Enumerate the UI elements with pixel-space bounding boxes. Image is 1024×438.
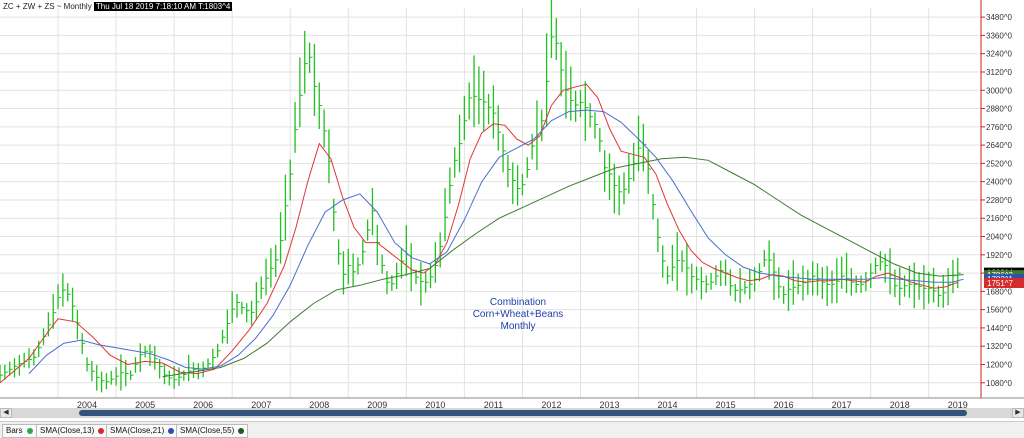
price-label-box	[984, 277, 1024, 288]
chart-canvas: 1080^01200^01320^01440^01560^01680^01800…	[0, 0, 1024, 408]
sma-lines	[0, 83, 964, 384]
y-tick-label: 3120^0	[986, 68, 1013, 77]
y-tick-label: 3480^0	[986, 13, 1013, 22]
y-tick-label: 2280^0	[986, 196, 1013, 205]
y-tick-label: 1560^0	[986, 306, 1013, 315]
y-tick-label: 2880^0	[986, 105, 1013, 114]
y-tick-label: 2400^0	[986, 178, 1013, 187]
chart-axes: 1080^01200^01320^01440^01560^01680^01800…	[0, 0, 1024, 408]
y-tick-label: 3240^0	[986, 50, 1013, 59]
annotation-line-2: Corn+Wheat+Beans	[472, 309, 564, 320]
scroll-left-button[interactable]: ◀	[0, 408, 12, 418]
timestamp-label: Thu Jul 18 2019 7:18:10 AM T:1803^4	[93, 2, 233, 11]
tab-sma13[interactable]: SMA(Close,13)	[36, 424, 109, 438]
x-tick-label: 2013	[599, 400, 619, 408]
tab-sma13-label: SMA(Close,13)	[40, 426, 95, 435]
scroll-right-button[interactable]: ▶	[1012, 408, 1024, 418]
annotation-line-1: Combination	[489, 297, 547, 308]
x-tick-label: 2011	[484, 400, 503, 408]
x-tick-label: 2006	[193, 400, 213, 408]
tab-sma21[interactable]: SMA(Close,21)	[106, 424, 179, 438]
tab-sma21-label: SMA(Close,21)	[110, 426, 165, 435]
y-tick-label: 1680^0	[986, 287, 1013, 296]
y-tick-label: 1320^0	[986, 342, 1013, 351]
horizontal-scrollbar[interactable]: ◀ ▶	[0, 408, 1024, 418]
y-tick-label: 1200^0	[986, 360, 1013, 369]
y-tick-label: 1440^0	[986, 324, 1013, 333]
x-tick-label: 2009	[367, 400, 387, 408]
x-tick-label: 2018	[890, 400, 910, 408]
tab-sma55-label: SMA(Close,55)	[180, 426, 235, 435]
tab-bars-label: Bars	[6, 426, 23, 435]
x-tick-label: 2010	[425, 400, 445, 408]
x-tick-label: 2017	[832, 400, 852, 408]
y-tick-label: 3000^0	[986, 86, 1013, 95]
y-tick-label: 2640^0	[986, 141, 1013, 150]
x-tick-label: 2015	[716, 400, 736, 408]
price-bars	[0, 0, 961, 393]
x-tick-label: 2014	[658, 400, 678, 408]
chart-grid	[0, 8, 981, 398]
y-tick-label: 2520^0	[986, 159, 1013, 168]
x-tick-label: 2008	[309, 400, 329, 408]
x-tick-label: 2016	[774, 400, 794, 408]
sma13-line	[0, 83, 958, 384]
indicator-tab-bar: Bars SMA(Close,13) SMA(Close,21) SMA(Clo…	[0, 421, 1024, 438]
y-tick-label: 1080^0	[986, 379, 1013, 388]
price-label: 1751^7	[987, 279, 1014, 288]
x-tick-label: 2012	[541, 400, 561, 408]
x-tick-label: 2005	[135, 400, 155, 408]
y-tick-label: 3360^0	[986, 31, 1013, 40]
y-tick-label: 2760^0	[986, 123, 1013, 132]
x-tick-label: 2019	[948, 400, 968, 408]
blue-dot-icon	[168, 427, 175, 434]
y-tick-label: 2160^0	[986, 214, 1013, 223]
chart-annotation: Combination Corn+Wheat+Beans Monthly	[448, 297, 588, 333]
dark-green-dot-icon	[238, 427, 245, 434]
chart-header: ZC + ZW + ZS ~ Monthly Thu Jul 18 2019 7…	[3, 2, 233, 11]
symbol-label: ZC + ZW + ZS ~ Monthly	[3, 2, 92, 11]
tab-sma55[interactable]: SMA(Close,55)	[176, 424, 249, 438]
green-dot-icon	[26, 427, 33, 434]
red-dot-icon	[98, 427, 105, 434]
x-tick-label: 2004	[77, 400, 97, 408]
annotation-line-3: Monthly	[500, 321, 536, 332]
sma55-line	[162, 156, 964, 378]
y-tick-label: 2040^0	[986, 233, 1013, 242]
y-tick-label: 1920^0	[986, 251, 1013, 260]
scroll-thumb[interactable]	[79, 410, 967, 416]
price-labels: 1803^41786^21782^11751^7	[984, 267, 1024, 288]
sma21-line	[28, 109, 964, 374]
x-tick-label: 2007	[251, 400, 271, 408]
